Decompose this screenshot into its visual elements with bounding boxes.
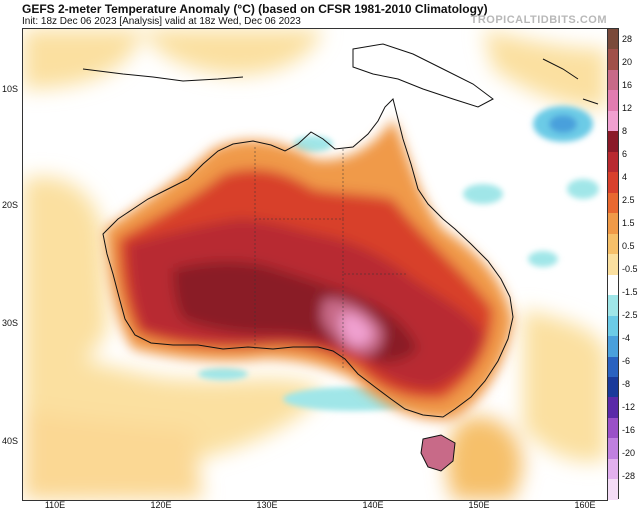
coastline-tasmania [420,434,456,472]
colorbar-label: -6 [622,355,631,366]
colorbar-swatch [608,69,618,91]
colorbar-label: -8 [622,378,631,389]
colorbar-label: 12 [622,102,633,113]
coastline-australia [102,98,514,418]
lon-label-120e: 120E [150,500,172,510]
lon-label-160e: 160E [574,500,596,510]
colorbar-label: -4 [622,332,631,343]
colorbar-label: 4 [622,171,628,182]
colorbar-label: -1.5 [622,286,638,297]
colorbar-label: -16 [622,424,636,435]
colorbar-swatch [608,131,618,152]
colorbar-label: 0.5 [622,240,635,251]
lon-label-110e: 110E [44,500,66,510]
lon-label-130e: 130E [256,500,278,510]
colorbar-swatch [608,356,618,377]
colorbar-swatch [608,295,618,316]
colorbar-label: 1.5 [622,217,635,228]
colorbar-swatch [608,213,618,234]
colorbar [607,28,619,500]
colorbar-swatch [608,90,618,111]
colorbar-label: 2.5 [622,194,635,205]
colorbar-swatch [608,274,618,296]
colorbar-swatch [608,233,618,255]
colorbar-swatch [608,254,618,275]
lat-label-20s: 20S [2,200,19,210]
map-title: GEFS 2-meter Temperature Anomaly (°C) (b… [22,2,488,16]
colorbar-swatch [608,336,618,357]
coastline-new-guinea [352,43,494,108]
colorbar-label: -0.5 [622,263,638,274]
ocean-warm-anomaly [23,29,607,500]
colorbar-swatch [608,29,618,50]
lat-label-40s: 40S [2,436,19,446]
site-brand[interactable]: TROPICALTIDBITS.COM [470,14,607,26]
colorbar-label: 8 [622,125,628,136]
colorbar-swatch [608,438,618,459]
colorbar-swatch [608,397,618,418]
lat-label-30s: 30S [2,318,19,328]
colorbar-label: 28 [622,34,633,44]
temperature-anomaly-map [22,28,608,501]
colorbar-label: -2.5 [622,309,638,320]
colorbar-swatch [608,110,618,132]
colorbar-label: 16 [622,79,633,90]
lon-label-140e: 140E [362,500,384,510]
colorbar-swatch [608,49,618,70]
colorbar-label: -12 [622,401,636,412]
colorbar-label: 6 [622,148,628,159]
colorbar-swatch [608,172,618,193]
colorbar-label: -20 [622,447,636,458]
colorbar-swatch [608,376,618,398]
colorbar-swatch [608,479,618,500]
land-anomaly [105,119,513,420]
lon-label-150e: 150E [468,500,490,510]
colorbar-swatch [608,458,618,480]
colorbar-swatch [608,151,618,173]
colorbar-swatch [608,417,618,439]
colorbar-label: 20 [622,56,633,67]
lat-label-10s: 10S [2,84,19,94]
colorbar-swatch [608,315,618,337]
state-boundaries [254,147,408,369]
colorbar-swatch [608,192,618,214]
map-canvas [23,29,607,500]
coastline-islands [82,58,599,105]
init-valid-line: Init: 18z Dec 06 2023 [Analysis] valid a… [22,16,301,27]
colorbar-label: -28 [622,470,636,481]
